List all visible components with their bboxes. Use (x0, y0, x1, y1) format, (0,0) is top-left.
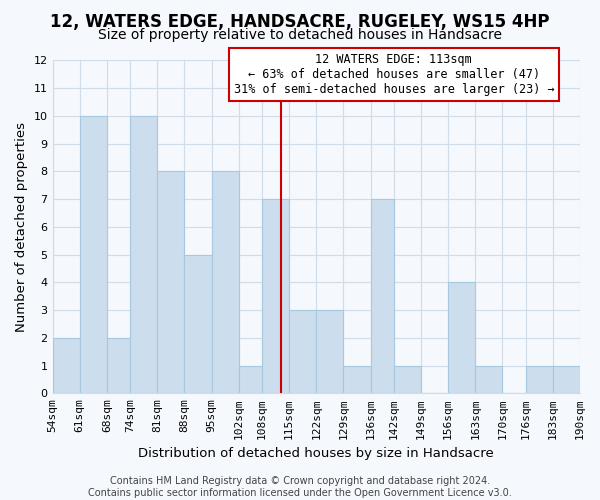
Text: 12, WATERS EDGE, HANDSACRE, RUGELEY, WS15 4HP: 12, WATERS EDGE, HANDSACRE, RUGELEY, WS1… (50, 12, 550, 30)
Bar (157, 172, 184, 394)
Bar (475, 366, 502, 394)
Text: Contains HM Land Registry data © Crown copyright and database right 2024.
Contai: Contains HM Land Registry data © Crown c… (88, 476, 512, 498)
Bar (212, 172, 239, 394)
Bar (262, 199, 289, 394)
Y-axis label: Number of detached properties: Number of detached properties (15, 122, 28, 332)
Bar (239, 366, 262, 394)
Bar (343, 366, 371, 394)
Bar (80, 116, 107, 394)
Bar (448, 282, 475, 394)
X-axis label: Distribution of detached houses by size in Handsacre: Distribution of detached houses by size … (139, 447, 494, 460)
Bar (289, 310, 316, 394)
Bar (371, 199, 394, 394)
Text: Size of property relative to detached houses in Handsacre: Size of property relative to detached ho… (98, 28, 502, 42)
Bar (316, 310, 343, 394)
Bar (53, 338, 80, 394)
Bar (553, 366, 580, 394)
Bar (130, 116, 157, 394)
Bar (184, 254, 212, 394)
Text: 12 WATERS EDGE: 113sqm
← 63% of detached houses are smaller (47)
31% of semi-det: 12 WATERS EDGE: 113sqm ← 63% of detached… (233, 53, 554, 96)
Bar (107, 338, 130, 394)
Bar (526, 366, 553, 394)
Bar (394, 366, 421, 394)
